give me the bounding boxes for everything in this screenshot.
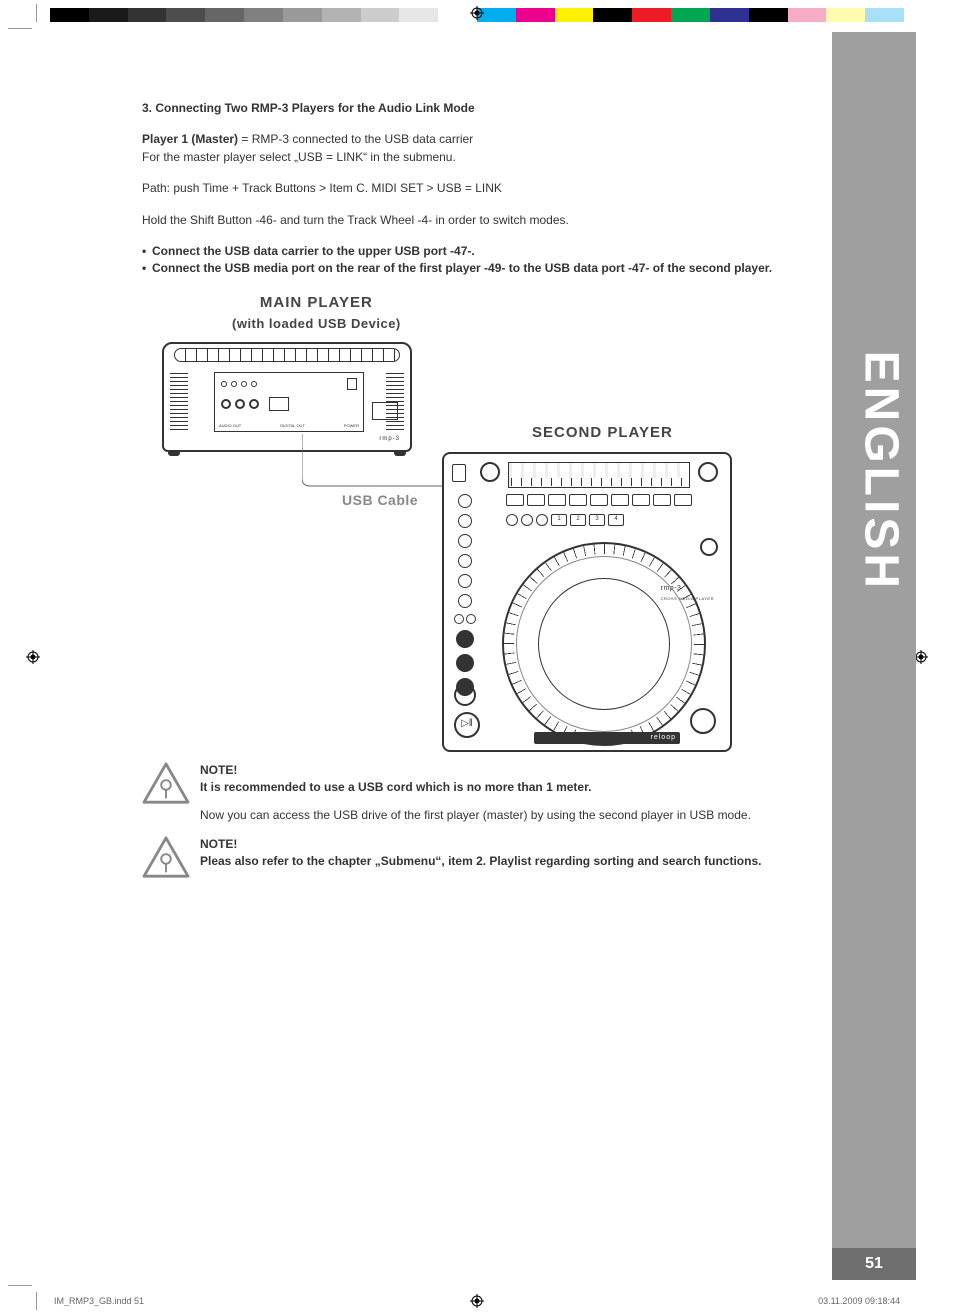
player1-line2: For the master player select „USB = LINK… (142, 150, 456, 164)
bullet-item: Connect the USB media port on the rear o… (142, 260, 802, 277)
note-label: NOTE! (200, 836, 802, 853)
main-player-title: MAIN PLAYER (260, 294, 373, 311)
hold-line: Hold the Shift Button -46- and turn the … (142, 212, 802, 229)
main-player-label: MAIN PLAYER (with loaded USB Device) (232, 292, 401, 336)
note-block: NOTE! Pleas also refer to the chapter „S… (142, 836, 802, 885)
note-follow: Now you can access the USB drive of the … (200, 807, 802, 824)
note-block: NOTE! It is recommended to use a USB cor… (142, 762, 802, 824)
player1-label: Player 1 (Master) (142, 132, 238, 146)
registration-mark (26, 650, 40, 664)
crop-mark (8, 1285, 32, 1286)
footer-date: 03.11.2009 09:18:44 (818, 1296, 900, 1306)
second-player-top-illustration: 1234 rmp-3 CROSS MEDIA PLAYER ▷‖ reloop (442, 452, 732, 752)
paragraph: Player 1 (Master) = RMP-3 connected to t… (142, 131, 802, 166)
page-content: 3. Connecting Two RMP-3 Players for the … (142, 100, 802, 897)
note-text: It is recommended to use a USB cord whic… (200, 779, 802, 796)
footer-file: IM_RMP3_GB.indd 51 (54, 1296, 144, 1306)
connection-diagram: MAIN PLAYER (with loaded USB Device) SEC… (142, 292, 802, 752)
language-label: ENGLISH (853, 351, 908, 592)
registration-mark (914, 650, 928, 664)
registration-mark (470, 6, 484, 20)
bullet-list: Connect the USB data carrier to the uppe… (142, 243, 802, 278)
warning-icon (142, 836, 190, 885)
section-heading: 3. Connecting Two RMP-3 Players for the … (142, 100, 802, 117)
page-footer: IM_RMP3_GB.indd 51 03.11.2009 09:18:44 (54, 1296, 900, 1306)
path-line: Path: push Time + Track Buttons > Item C… (142, 180, 802, 197)
player1-desc: = RMP-3 connected to the USB data carrie… (238, 132, 473, 146)
crop-mark (36, 1292, 37, 1310)
brand-bar: reloop (534, 732, 680, 744)
note-text: Pleas also refer to the chapter „Submenu… (200, 853, 802, 870)
language-tab: ENGLISH 51 (832, 32, 916, 1280)
page-number: 51 (832, 1248, 916, 1280)
play-button-glyph: ▷‖ (454, 712, 480, 738)
crop-mark (36, 4, 37, 22)
main-player-subtitle: (with loaded USB Device) (232, 316, 401, 331)
second-player-label: SECOND PLAYER (532, 422, 673, 444)
crop-mark (8, 28, 32, 29)
bullet-item: Connect the USB data carrier to the uppe… (142, 243, 802, 260)
note-label: NOTE! (200, 762, 802, 779)
warning-icon (142, 762, 190, 811)
